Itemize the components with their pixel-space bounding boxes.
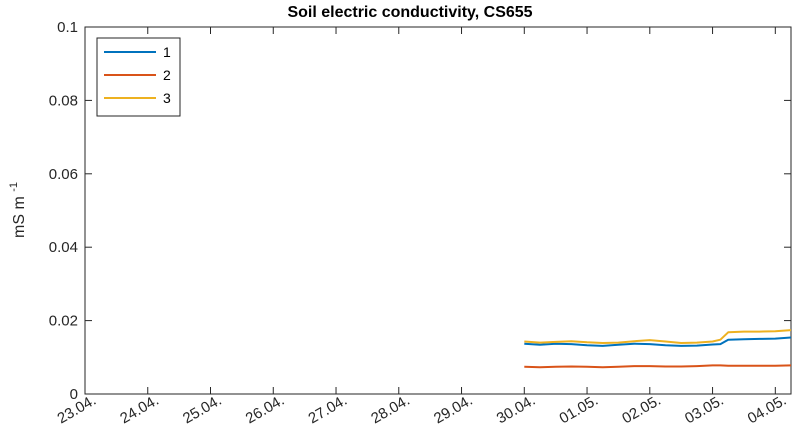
chart-title: Soil electric conductivity, CS655 (287, 4, 532, 21)
y-tick-label: 0 (70, 386, 78, 403)
y-tick-label: 0.1 (57, 19, 78, 36)
legend-label-1: 1 (163, 44, 171, 60)
legend-items: 1 2 3 (104, 44, 171, 106)
x-tick-label: 30.04. (494, 392, 539, 428)
x-tick-label: 24.04. (117, 392, 162, 428)
series-line-1 (524, 336, 792, 347)
y-axis: 0 0.02 0.04 0.06 0.08 0.1 (49, 19, 791, 403)
y-tick-label: 0.06 (49, 166, 78, 183)
x-tick-label: 03.05. (682, 392, 727, 428)
series-group (524, 329, 792, 369)
x-tick-label: 04.05. (745, 392, 790, 428)
legend-label-3: 3 (163, 90, 171, 106)
series-line-2 (524, 364, 792, 369)
y-tick-label: 0.04 (49, 239, 78, 256)
x-tick-label: 01.05. (557, 392, 602, 428)
y-tick-label: 0.08 (49, 92, 78, 109)
x-tick-label: 25.04. (180, 392, 225, 428)
y-axis-label-superscript: -1 (8, 182, 20, 192)
plot-area (84, 26, 792, 395)
x-tick-label: 28.04. (368, 392, 413, 428)
x-tick-label: 27.04. (306, 392, 351, 428)
y-axis-label-text: mS m (11, 196, 28, 238)
x-tick-label: 26.04. (243, 392, 288, 428)
legend: 1 2 3 (96, 37, 181, 117)
y-axis-label: mS m -1 (8, 182, 28, 238)
x-tick-label: 02.05. (619, 392, 664, 428)
legend-label-2: 2 (163, 67, 171, 83)
x-tick-label: 29.04. (431, 392, 476, 428)
series-line-3 (524, 329, 792, 344)
y-tick-label: 0.02 (49, 313, 78, 330)
